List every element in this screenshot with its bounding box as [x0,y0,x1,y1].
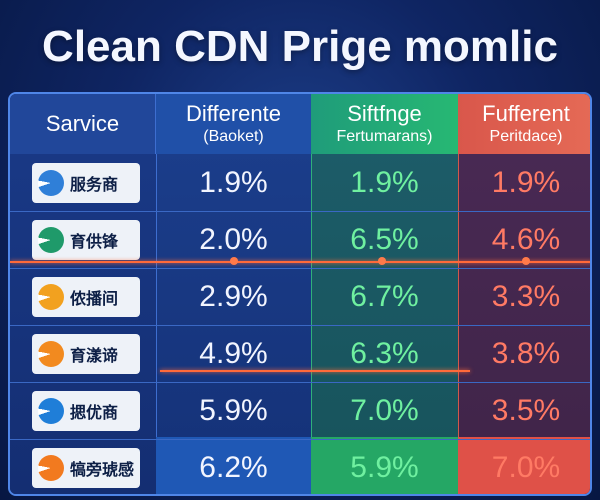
service-badge: 侬播间 [32,277,140,317]
row-divider [10,211,590,212]
cell-b: 6.3% [350,337,419,370]
header-col-c: Fufferent Peritdace) [458,94,590,154]
header-col-a-title: Differente [186,101,281,127]
service-badge: 育漾谛 [32,334,140,374]
highlight-dot [230,257,238,265]
last-row-highlight-a [156,437,311,494]
highlight-line-2 [160,370,470,372]
header-service: Sarvice [10,94,156,154]
page-title: Clean CDN Prige momlic [42,22,558,71]
cell-b: 5.9% [350,451,419,484]
service-name: 揌优商 [70,403,119,422]
cell-c: 3.3% [491,280,561,313]
service-badge: 揌优商 [32,391,140,431]
last-row-highlight-b [311,437,458,494]
cell-c: 4.6% [491,223,561,256]
service-logo-icon [38,170,64,196]
cell-c: 1.9% [491,166,561,199]
service-logo-icon [38,455,64,481]
header-col-c-subtitle: Peritdace) [489,128,563,146]
service-name: 服务商 [70,175,119,194]
service-name: 育漾谛 [70,346,119,365]
cell-c: 3.8% [491,337,561,370]
service-badge: 犒旁琥感 [32,448,140,488]
highlight-dot [522,257,530,265]
header-service-label: Sarvice [45,111,120,137]
service-logo-icon [38,398,64,424]
cell-a: 2.0% [199,223,268,256]
cell-b: 6.5% [350,223,419,256]
cell-b: 7.0% [350,394,419,427]
row-divider [10,268,590,269]
column-c [458,94,590,494]
highlight-dot [378,257,386,265]
header-col-b-title: Siftfnge [347,101,422,127]
highlight-line-1 [10,261,590,263]
service-name: 犒旁琥感 [70,460,135,479]
row-divider [10,382,590,383]
cell-a: 5.9% [199,394,268,427]
header-col-a: Differente (Baoket) [156,94,311,154]
column-a [156,94,311,494]
service-badge: 育供锋 [32,220,140,260]
header-col-b: Siftfnge Fertumarans) [311,94,458,154]
cell-c: 3.5% [491,394,561,427]
service-name: 侬播间 [70,289,119,308]
service-name: 育供锋 [70,232,119,251]
column-b [311,94,458,494]
service-logo-icon [38,227,64,253]
cell-a: 4.9% [199,337,268,370]
cell-a: 1.9% [199,166,268,199]
service-logo-icon [38,284,64,310]
header-col-b-subtitle: Fertumarans) [336,128,433,146]
cell-b: 1.9% [350,166,419,199]
service-logo-icon [38,341,64,367]
row-divider [10,439,590,440]
cell-b: 6.7% [350,280,419,313]
cell-a: 6.2% [199,451,268,484]
header-col-c-title: Fufferent [482,101,570,127]
service-badge: 服务商 [32,163,140,203]
header-col-a-subtitle: (Baoket) [203,128,264,146]
row-divider [10,325,590,326]
comparison-table: Sarvice Differente (Baoket) Siftfnge Fer… [8,92,592,496]
cell-a: 2.9% [199,280,268,313]
cell-c: 7.0% [491,451,561,484]
last-row-highlight-c [458,437,590,494]
